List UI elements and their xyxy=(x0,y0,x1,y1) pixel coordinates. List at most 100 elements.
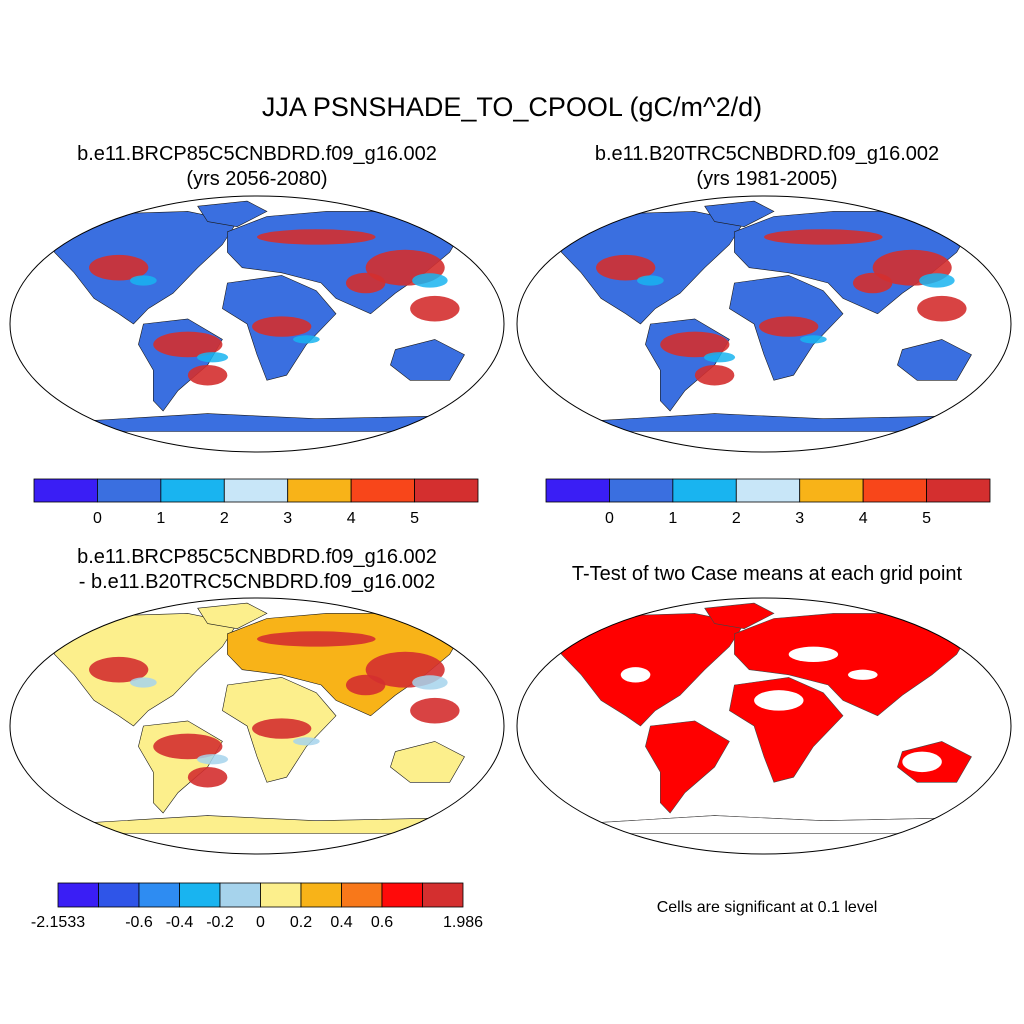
continent-australia xyxy=(390,741,465,783)
colorbar-box xyxy=(219,882,261,908)
colorbar-tick-label: 0.6 xyxy=(371,914,393,931)
insignificant-region xyxy=(620,667,651,683)
colorbar-tick-label: 1 xyxy=(156,510,165,527)
low-value-region xyxy=(412,273,448,288)
high-value-region xyxy=(345,674,386,696)
colorbar-box xyxy=(609,478,674,503)
colorbar-tick-label: -0.4 xyxy=(166,914,194,931)
high-value-region xyxy=(89,254,149,281)
colorbar-tick-label: 5 xyxy=(410,510,419,527)
panel-historical-title: b.e11.B20TRC5CNBDRD.f09_g16.002 xyxy=(594,143,940,165)
colorbar-tick-label: 0.4 xyxy=(330,914,352,931)
high-value-region xyxy=(410,295,460,322)
colorbar-tick-label: -0.2 xyxy=(206,914,234,931)
high-value-region xyxy=(764,229,883,245)
colorbar-box xyxy=(735,478,801,503)
continent-samerica xyxy=(645,720,730,814)
colorbar-box xyxy=(862,478,927,503)
insignificant-region xyxy=(754,690,804,711)
insignificant-region xyxy=(847,669,878,680)
map-panel-1 xyxy=(516,195,1012,453)
colorbar-0: 0 1 2 3 4 5 xyxy=(33,478,479,527)
colorbar-1: 0 1 2 3 4 5 xyxy=(545,478,991,527)
high-value-region xyxy=(187,766,228,788)
colorbar-tick-label: -2.1533 xyxy=(31,914,85,931)
high-value-region xyxy=(694,364,735,386)
colorbar-tick-label: 2 xyxy=(220,510,229,527)
low-value-region xyxy=(637,275,664,286)
continent-eurasia xyxy=(734,613,972,717)
high-value-region xyxy=(252,316,312,337)
high-value-region xyxy=(596,254,656,281)
panel-future-years: (yrs 2056-2080) xyxy=(186,168,328,190)
high-value-region xyxy=(257,229,376,245)
continent-antarctica xyxy=(536,413,992,432)
map-border xyxy=(516,597,1012,855)
colorbar-box xyxy=(260,882,302,908)
continent-greenland xyxy=(704,200,775,228)
significance-note: Cells are significant at 0.1 level xyxy=(656,899,878,916)
colorbar-box xyxy=(545,478,610,503)
colorbar-tick-label: 0 xyxy=(605,510,614,527)
panel-historical-years: (yrs 1981-2005) xyxy=(696,168,838,190)
insignificant-region xyxy=(902,751,942,773)
low-value-region xyxy=(196,352,229,363)
colorbar-tick-label: 2 xyxy=(732,510,741,527)
low-value-region xyxy=(703,352,736,363)
continent-greenland xyxy=(197,602,268,630)
high-value-region xyxy=(257,631,376,647)
high-value-region xyxy=(410,697,460,724)
continent-australia xyxy=(897,339,972,381)
colorbar-box xyxy=(98,882,140,908)
high-value-region xyxy=(759,316,819,337)
colorbar-box xyxy=(287,478,352,503)
map-border xyxy=(516,195,1012,453)
low-value-region xyxy=(412,675,448,690)
low-value-region xyxy=(130,677,157,688)
colorbar-box xyxy=(381,882,423,908)
colorbar-tick-label: 0.2 xyxy=(290,914,312,931)
continent-namerica xyxy=(556,613,745,727)
colorbar-box xyxy=(138,882,180,908)
panel-future-title: b.e11.BRCP85C5CNBDRD.f09_g16.002 xyxy=(77,143,437,165)
map-panel-0 xyxy=(9,195,505,453)
high-value-region xyxy=(917,295,967,322)
colorbar-box xyxy=(414,478,479,503)
high-value-region xyxy=(852,272,893,294)
high-value-region xyxy=(345,272,386,294)
colorbar-tick-label: 0 xyxy=(93,510,102,527)
low-value-region xyxy=(130,275,157,286)
colorbar-box xyxy=(97,478,162,503)
colorbar-box xyxy=(341,882,383,908)
colorbar-box xyxy=(160,478,225,503)
colorbar-2: -2.1533 -0.6 -0.4 -0.2 0 0.2 0.4 0.6 1.986 xyxy=(31,882,483,931)
low-value-region xyxy=(800,335,827,344)
map-border xyxy=(9,597,505,855)
colorbar-box xyxy=(350,478,415,503)
map-panel-2 xyxy=(9,597,505,855)
panel-difference-title-line2: - b.e11.B20TRC5CNBDRD.f09_g16.002 xyxy=(78,571,436,593)
colorbar-tick-label: 0 xyxy=(256,914,265,931)
low-value-region xyxy=(919,273,955,288)
insignificant-region xyxy=(788,646,839,662)
continent-greenland xyxy=(197,200,268,228)
colorbar-box xyxy=(223,478,289,503)
colorbar-box xyxy=(300,882,342,908)
low-value-region xyxy=(293,737,320,746)
continent-australia xyxy=(390,339,465,381)
high-value-region xyxy=(89,656,149,683)
low-value-region xyxy=(196,754,229,765)
continent-antarctica xyxy=(29,413,485,432)
colorbar-box xyxy=(926,478,991,503)
colorbar-tick-label: 5 xyxy=(922,510,931,527)
continent-antarctica xyxy=(536,815,992,834)
colorbar-box xyxy=(57,882,99,908)
colorbar-tick-label: 3 xyxy=(795,510,804,527)
figure-title: JJA PSNSHADE_TO_CPOOL (gC/m^2/d) xyxy=(261,92,763,122)
high-value-region xyxy=(153,733,223,760)
high-value-region xyxy=(660,331,730,358)
colorbar-tick-label: 3 xyxy=(283,510,292,527)
colorbar-box xyxy=(422,882,464,908)
panel-difference-title-line1: b.e11.BRCP85C5CNBDRD.f09_g16.002 xyxy=(77,546,437,568)
